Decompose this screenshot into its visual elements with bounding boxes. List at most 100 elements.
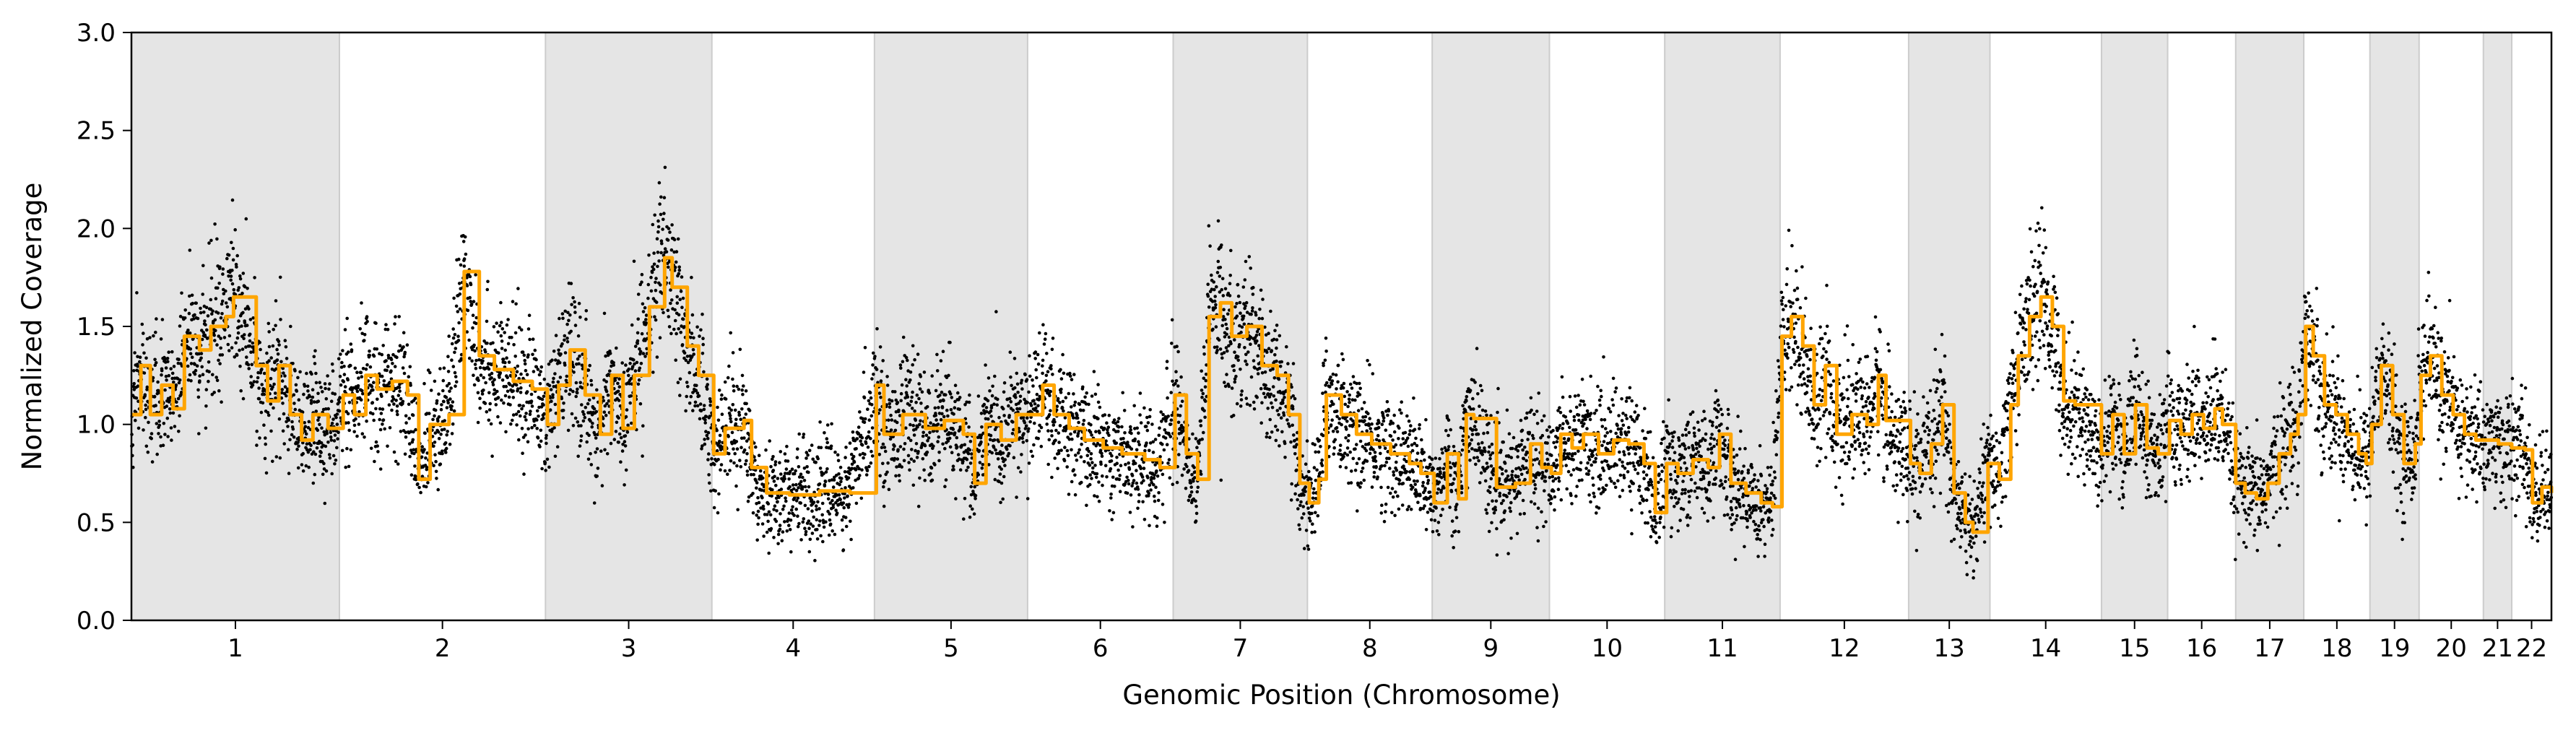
coverage-point <box>619 460 623 464</box>
coverage-point <box>1228 274 1232 277</box>
coverage-point <box>213 318 217 322</box>
coverage-point <box>373 459 376 464</box>
coverage-point <box>538 382 542 386</box>
coverage-point <box>1265 431 1269 435</box>
coverage-point <box>1046 429 1050 433</box>
coverage-point <box>745 473 750 477</box>
coverage-point <box>908 378 912 382</box>
coverage-point <box>355 434 359 438</box>
coverage-point <box>525 390 529 394</box>
coverage-point <box>1085 476 1089 480</box>
coverage-point <box>1267 395 1272 399</box>
coverage-point <box>1137 500 1141 503</box>
coverage-point <box>1217 338 1221 342</box>
coverage-point <box>1450 519 1454 523</box>
coverage-point <box>420 445 424 448</box>
coverage-point <box>303 384 307 388</box>
coverage-point <box>278 275 282 279</box>
coverage-point <box>828 501 833 505</box>
coverage-point <box>828 518 832 522</box>
coverage-point <box>1305 439 1309 443</box>
coverage-point <box>1428 490 1432 494</box>
coverage-point <box>1399 443 1403 447</box>
coverage-point <box>803 526 807 530</box>
coverage-point <box>269 402 273 406</box>
coverage-point <box>799 472 803 476</box>
coverage-point <box>850 462 854 467</box>
coverage-point <box>1282 392 1285 396</box>
coverage-point <box>544 436 548 440</box>
coverage-point <box>443 441 448 445</box>
coverage-point <box>221 267 225 271</box>
coverage-point <box>474 273 477 277</box>
coverage-point <box>321 390 324 394</box>
coverage-point <box>1072 416 1075 420</box>
coverage-point <box>387 403 391 407</box>
coverage-point <box>589 452 592 456</box>
coverage-point <box>482 389 485 392</box>
coverage-point <box>703 418 707 422</box>
coverage-point <box>672 238 677 242</box>
coverage-point <box>1166 396 1169 400</box>
coverage-point <box>652 262 656 266</box>
coverage-point <box>1415 451 1420 455</box>
coverage-point <box>429 389 433 392</box>
coverage-point <box>576 420 580 424</box>
coverage-point <box>819 446 823 450</box>
coverage-point <box>303 429 307 433</box>
coverage-point <box>337 357 341 361</box>
coverage-point <box>245 324 249 327</box>
coverage-point <box>719 463 724 467</box>
coverage-point <box>1347 397 1351 402</box>
coverage-point <box>1321 470 1324 474</box>
coverage-point <box>489 422 493 426</box>
coverage-point <box>309 443 313 447</box>
coverage-point <box>1415 443 1419 448</box>
coverage-point <box>545 433 548 438</box>
coverage-point <box>477 378 480 382</box>
coverage-point <box>231 258 235 262</box>
coverage-point <box>1107 433 1111 438</box>
coverage-point <box>1033 402 1037 406</box>
coverage-point <box>315 446 319 450</box>
coverage-point <box>1009 375 1012 379</box>
coverage-point <box>205 328 209 332</box>
coverage-point <box>902 409 906 414</box>
coverage-point <box>544 469 547 472</box>
coverage-point <box>1251 306 1254 310</box>
coverage-point <box>1121 391 1124 395</box>
coverage-point <box>357 376 360 380</box>
coverage-point <box>448 442 452 446</box>
coverage-point <box>204 323 207 327</box>
coverage-point <box>1127 478 1130 482</box>
coverage-point <box>550 358 554 363</box>
coverage-point <box>555 445 560 448</box>
coverage-point <box>199 311 203 315</box>
coverage-point <box>1437 480 1441 484</box>
coverage-point <box>276 352 280 356</box>
coverage-point <box>1341 357 1345 362</box>
coverage-point <box>1412 479 1416 483</box>
coverage-point <box>1363 419 1366 422</box>
coverage-point <box>339 383 343 387</box>
coverage-point <box>495 321 498 325</box>
coverage-point <box>574 381 578 385</box>
coverage-point <box>462 257 467 261</box>
coverage-point <box>685 394 688 399</box>
coverage-point <box>1227 344 1231 348</box>
coverage-point <box>1296 507 1300 511</box>
coverage-point <box>1400 503 1405 507</box>
coverage-point <box>246 363 251 367</box>
coverage-point <box>580 363 584 368</box>
coverage-point <box>1228 294 1232 298</box>
coverage-point <box>836 459 841 463</box>
coverage-point <box>686 360 690 365</box>
coverage-point <box>964 421 968 425</box>
coverage-point <box>1148 415 1152 419</box>
coverage-point <box>759 506 763 510</box>
coverage-point <box>1325 381 1329 385</box>
coverage-point <box>904 355 908 360</box>
coverage-point <box>343 385 347 389</box>
coverage-point <box>207 241 211 245</box>
coverage-point <box>1266 407 1270 410</box>
